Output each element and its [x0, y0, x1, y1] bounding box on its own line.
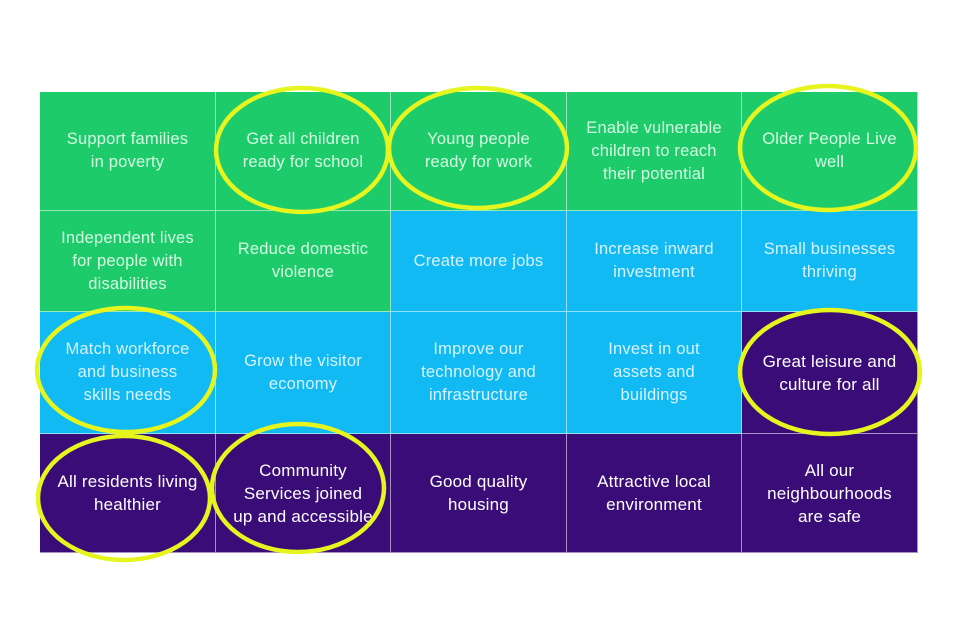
cell-label: Grow the visitor economy [244, 351, 362, 393]
cell-inward-investment: Increase inward investment [567, 211, 742, 312]
cell-children-ready-school: Get all children ready for school [216, 92, 391, 211]
cell-label: Support families in poverty [66, 130, 189, 171]
cell-label: Create more jobs [413, 251, 544, 270]
cell-label: All residents living healthier [57, 472, 198, 514]
cell-local-environment: Attractive local environment [567, 434, 742, 553]
cell-label: Good quality housing [429, 472, 528, 514]
cell-label: All our neighbourhoods are safe [767, 460, 892, 526]
cell-label: Independent lives for people with disabi… [61, 228, 194, 293]
cell-quality-housing: Good quality housing [391, 434, 567, 553]
cell-label: Great leisure and culture for all [762, 351, 897, 394]
cell-assets-buildings: Invest in out assets and buildings [567, 312, 742, 434]
cell-domestic-violence: Reduce domestic violence [216, 211, 391, 312]
cell-community-services: Community Services joined up and accessi… [216, 434, 391, 553]
cell-label: Community Services joined up and accessi… [233, 460, 373, 526]
cell-label: Get all children ready for school [242, 130, 364, 171]
cell-support-families: Support families in poverty [40, 92, 216, 211]
priorities-grid: Support families in poverty Get all chil… [40, 92, 918, 553]
cell-label: Increase inward investment [594, 240, 714, 281]
cell-label: Invest in out assets and buildings [608, 340, 700, 404]
cell-residents-healthier: All residents living healthier [40, 434, 216, 553]
cell-label: Older People Live well [762, 130, 897, 171]
cell-leisure-culture: Great leisure and culture for all [742, 312, 918, 434]
cell-label: Attractive local environment [597, 472, 711, 514]
cell-label: Enable vulnerable children to reach thei… [586, 118, 722, 183]
cell-small-businesses: Small businesses thriving [742, 211, 918, 312]
cell-independent-lives: Independent lives for people with disabi… [40, 211, 216, 312]
cell-label: Improve our technology and infrastructur… [421, 340, 536, 404]
cell-label: Match workforce and business skills need… [65, 340, 190, 404]
cell-label: Reduce domestic violence [237, 240, 369, 281]
cell-label: Small businesses thriving [763, 240, 896, 281]
cell-label: Young people ready for work [424, 130, 533, 171]
cell-vulnerable-children: Enable vulnerable children to reach thei… [567, 92, 742, 211]
cell-safe-neighbourhoods: All our neighbourhoods are safe [742, 434, 918, 553]
cell-visitor-economy: Grow the visitor economy [216, 312, 391, 434]
cell-workforce-skills: Match workforce and business skills need… [40, 312, 216, 434]
cell-young-people-work: Young people ready for work [391, 92, 567, 211]
cell-more-jobs: Create more jobs [391, 211, 567, 312]
cell-older-people: Older People Live well [742, 92, 918, 211]
cell-technology-infrastructure: Improve our technology and infrastructur… [391, 312, 567, 434]
